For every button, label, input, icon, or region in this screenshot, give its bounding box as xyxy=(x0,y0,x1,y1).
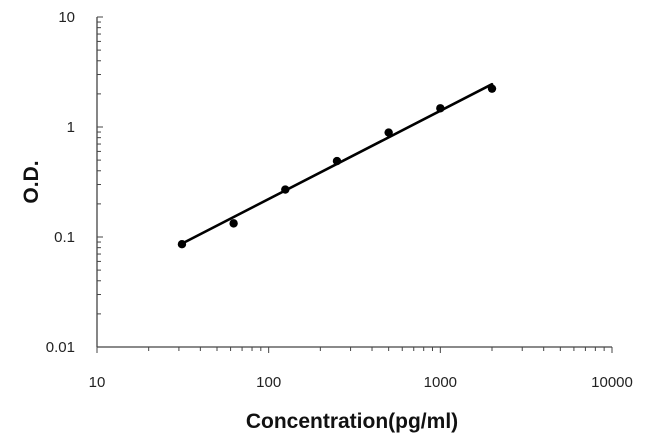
x-tick-label: 1000 xyxy=(424,374,457,391)
x-axis-title: Concentration(pg/ml) xyxy=(246,410,458,433)
data-point xyxy=(177,240,187,249)
data-point xyxy=(332,156,342,166)
axes: 10 100 1000 10000 0.01 0.1 1 10 xyxy=(46,9,633,391)
data-point xyxy=(487,84,497,93)
y-axis-title: O.D. xyxy=(20,160,43,203)
y-tick-label: 0.01 xyxy=(46,339,75,356)
data-point xyxy=(436,104,445,113)
y-tick-label: 0.1 xyxy=(54,229,75,246)
y-tick-label: 10 xyxy=(58,9,75,26)
data-point xyxy=(229,219,238,228)
y-tick-label: 1 xyxy=(67,119,75,136)
x-tick-label: 10 xyxy=(89,374,106,391)
data-point xyxy=(384,128,393,137)
data-point xyxy=(281,185,290,194)
x-tick-label: 10000 xyxy=(591,374,633,391)
data-points xyxy=(177,84,497,249)
x-tick-label: 100 xyxy=(256,374,281,391)
